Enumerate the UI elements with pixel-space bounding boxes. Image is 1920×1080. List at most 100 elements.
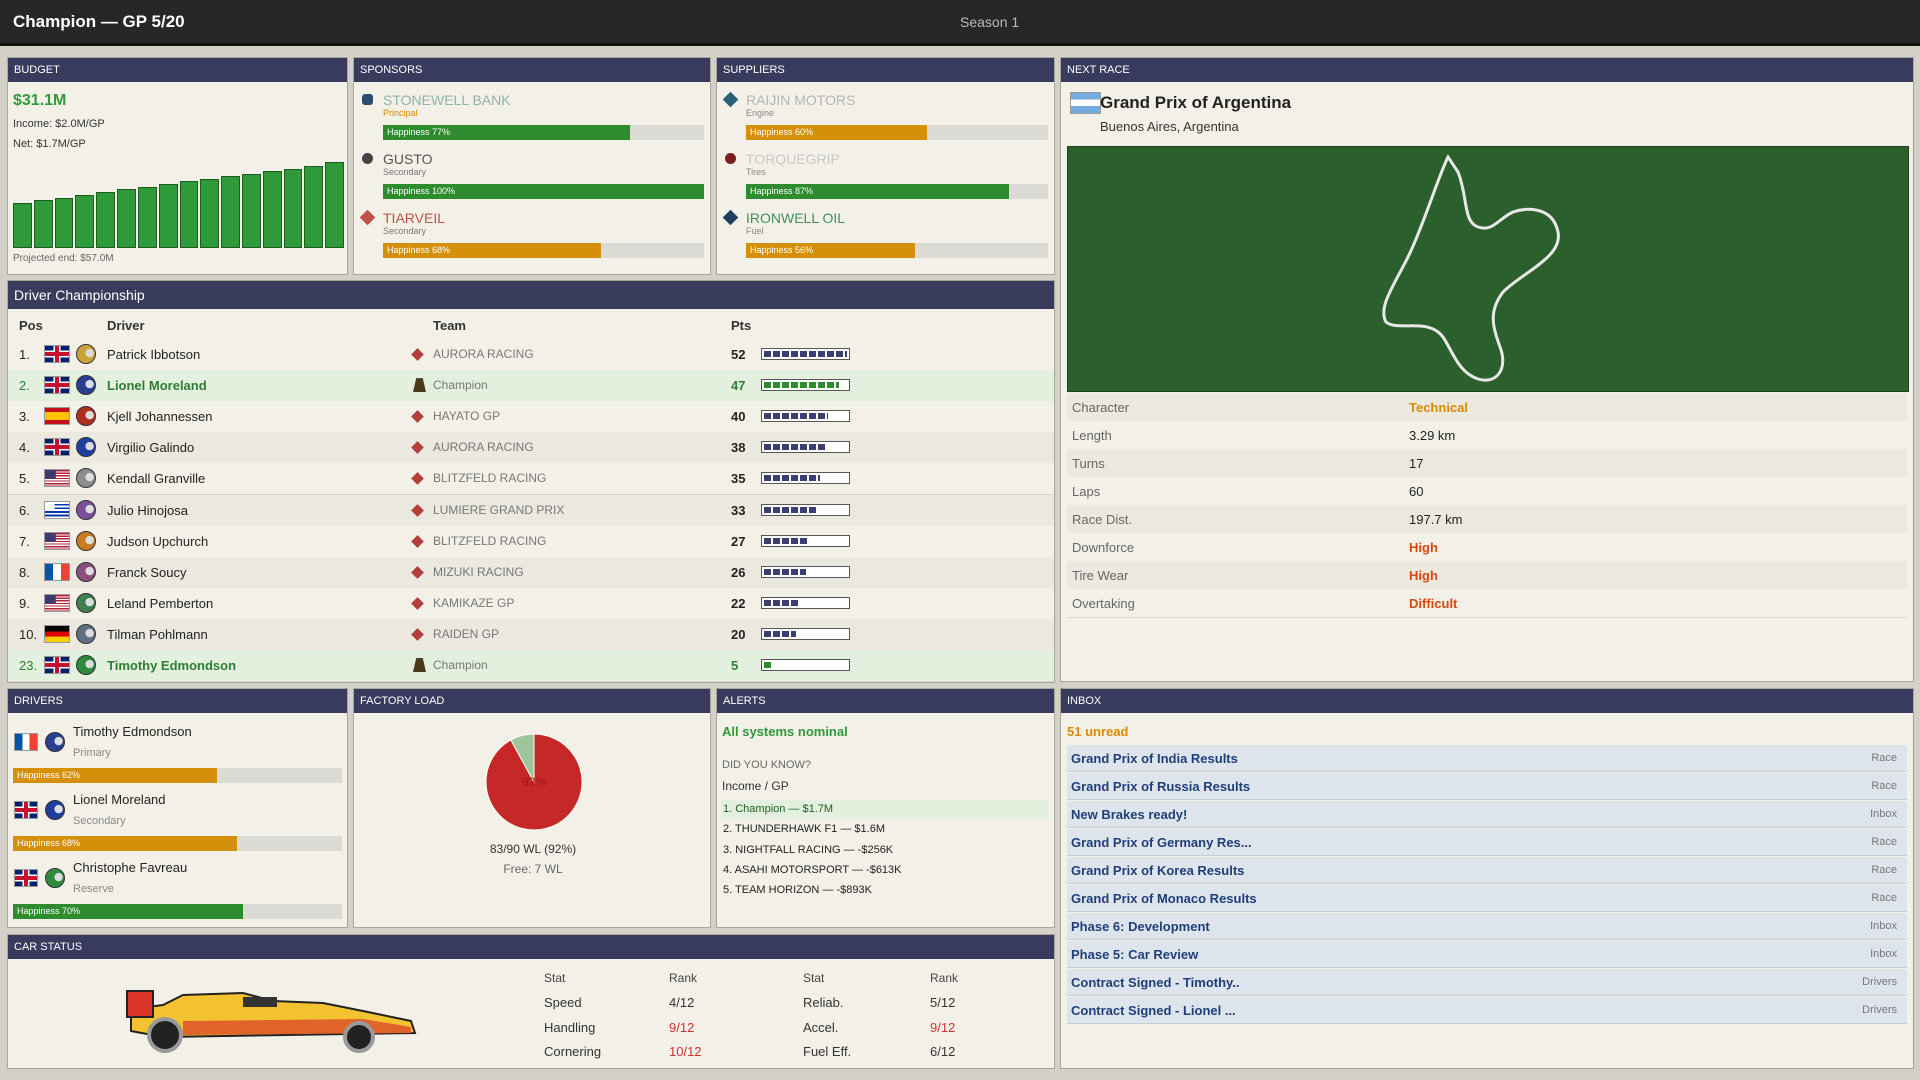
flag <box>45 439 69 456</box>
column-header: Rank <box>669 971 698 985</box>
item-role: Fuel <box>746 226 764 236</box>
driver-name: Tilman Pohlmann <box>107 626 208 642</box>
position: 3. <box>19 409 30 425</box>
budget-bar <box>96 192 116 248</box>
stat-name: Reliab. <box>803 995 844 1010</box>
stat-name: Accel. <box>803 1019 839 1035</box>
ranking-item: 5. TEAM HORIZON — -$893K <box>723 884 872 897</box>
team-name: AURORA RACING <box>433 347 534 361</box>
stat-label: Length <box>1072 428 1112 443</box>
item-role: Tires <box>746 167 766 177</box>
stat-label: Turns <box>1072 456 1105 471</box>
happiness-fill <box>13 904 244 919</box>
budget-bar <box>179 181 199 248</box>
position: 10. <box>19 626 38 642</box>
team-icon <box>411 565 424 579</box>
budget-bar <box>221 176 240 248</box>
inbox-item[interactable]: Grand Prix of Monaco Results Race <box>1067 885 1907 912</box>
happiness-fill <box>13 836 237 851</box>
team-name: Champion <box>433 378 488 393</box>
position: 23. <box>19 658 38 673</box>
helmet <box>76 499 96 520</box>
item-name: GUSTO <box>383 151 433 167</box>
points-fill <box>764 382 840 389</box>
inbox-item[interactable]: Contract Signed - Lionel ... Drivers <box>1067 997 1907 1024</box>
inbox-item[interactable]: Phase 6: Development Inbox <box>1067 913 1907 940</box>
unread-count: 51 unread <box>1067 724 1129 739</box>
helmet <box>76 406 96 427</box>
driver-name: Lionel Moreland <box>73 792 166 807</box>
flag <box>15 870 37 886</box>
inbox-item[interactable]: New Brakes ready! Inbox <box>1067 801 1907 828</box>
item-role: Principal <box>383 108 418 118</box>
points-fill <box>764 537 808 544</box>
points: 27 <box>731 533 746 549</box>
panel-heading: CAR STATUS <box>8 935 1054 959</box>
income: Income: $2.0M/GP <box>13 118 105 130</box>
car-status-panel: CAR STATUS Stat Rank Stat Rank Speed 4/12 Reli… <box>7 934 1055 1069</box>
flag <box>45 377 69 394</box>
budget-bar <box>75 194 95 248</box>
helmet <box>45 800 65 820</box>
points-fill <box>764 475 820 482</box>
driver-name: Leland Pemberton <box>107 595 214 611</box>
item-name: TORQUEGRIP <box>746 151 840 167</box>
inbox-item[interactable]: Contract Signed - Timothy.. Drivers <box>1067 969 1907 996</box>
factory-panel: FACTORY LOAD 92% 83/90 WL (92%) Free: 7 WL <box>353 688 711 928</box>
team-icon <box>411 628 424 641</box>
position: 4. <box>19 440 30 456</box>
budget-bar <box>283 168 303 248</box>
flag <box>45 532 69 549</box>
free-capacity: Free: 7 WL <box>503 862 563 876</box>
inbox-item[interactable]: Grand Prix of Russia Results Race <box>1067 773 1907 800</box>
inbox-item[interactable]: Grand Prix of Korea Results Race <box>1067 857 1907 884</box>
happiness-label: Happiness 60% <box>750 127 814 137</box>
column-header: Stat <box>544 971 566 985</box>
load-summary: 83/90 WL (92%) <box>489 842 577 856</box>
inbox-item[interactable]: Grand Prix of Germany Res... Race <box>1067 829 1907 856</box>
stat-row: Length 3.29 km <box>1067 421 1907 450</box>
happiness-label: Happiness 68% <box>17 838 81 848</box>
happiness-bar: Happiness 100% <box>383 184 704 199</box>
team-name: LUMIERE GRAND PRIX <box>433 502 565 517</box>
inbox-tag: Race <box>1871 864 1897 876</box>
budget-bar <box>13 203 32 248</box>
budget-bar <box>241 173 261 248</box>
inbox-item[interactable]: Phase 5: Car Review Inbox <box>1067 941 1907 968</box>
inbox-title: Grand Prix of India Results <box>1071 751 1238 766</box>
stat-name: Handling <box>544 1019 596 1035</box>
team-icon <box>411 472 424 486</box>
drivers-panel: DRIVERS Timothy Edmondson Primary Happiness… <box>7 688 348 928</box>
inbox-item[interactable]: Grand Prix of India Results Race <box>1067 745 1907 772</box>
points-fill <box>764 599 800 606</box>
points-fill <box>764 662 772 668</box>
item-name: STONEWELL BANK <box>383 92 511 108</box>
team-name: KAMIKAZE GP <box>433 595 515 610</box>
stat-name: Fuel Eff. <box>803 1044 852 1059</box>
item-icon <box>725 153 736 164</box>
panel-heading: Driver Championship <box>8 281 1054 309</box>
points: 5 <box>731 658 739 673</box>
driver-name: Christophe Favreau <box>73 860 188 875</box>
standing-row: 23. Timothy Edmondson Champion 5 <box>8 650 1054 682</box>
points-fill <box>764 444 825 451</box>
ranking-item: 3. NIGHTFALL RACING — -$256K <box>723 843 894 856</box>
happiness-label: Happiness 68% <box>387 245 451 255</box>
inbox-title: Grand Prix of Russia Results <box>1071 779 1251 794</box>
budget-bar <box>200 178 220 248</box>
flag <box>45 625 69 642</box>
season: Season 1 <box>960 14 1020 30</box>
flag <box>45 657 69 673</box>
stat-value: High <box>1409 568 1438 583</box>
panel-heading: SPONSORS <box>354 58 710 82</box>
ranking-item: 4. ASAHI MOTORSPORT — -$613K <box>723 863 902 876</box>
standing-row: 10. Tilman Pohlmann RAIDEN GP 20 <box>8 618 1054 651</box>
standing-row: 6. Julio Hinojosa LUMIERE GRAND PRIX 33 <box>8 494 1054 527</box>
team-name: BLITZFELD RACING <box>433 533 547 548</box>
helmet <box>45 732 65 752</box>
inbox-title: New Brakes ready! <box>1071 807 1188 822</box>
item-name: TIARVEIL <box>383 210 445 226</box>
championship-panel: Driver Championship Pos Driver Team Pts 1. Pa… <box>7 280 1055 683</box>
happiness-fill <box>13 768 217 783</box>
standing-row: 5. Kendall Granville BLITZFELD RACING 35 <box>8 463 1054 496</box>
